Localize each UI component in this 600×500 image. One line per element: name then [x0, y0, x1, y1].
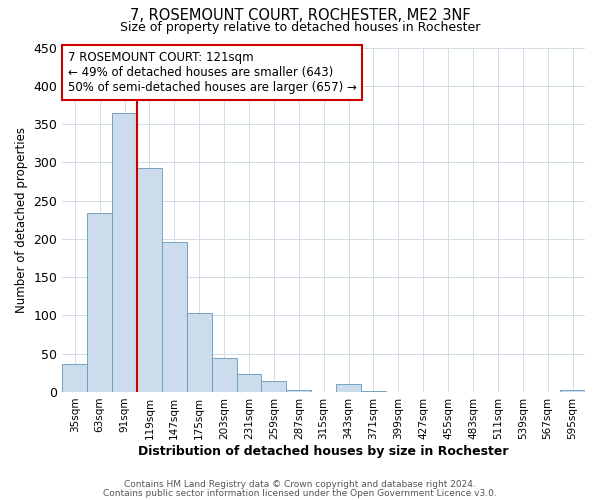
Bar — [187, 313, 212, 392]
Bar — [212, 358, 236, 392]
Bar — [137, 168, 162, 392]
Bar — [560, 390, 585, 392]
Bar — [62, 364, 87, 392]
X-axis label: Distribution of detached houses by size in Rochester: Distribution of detached houses by size … — [139, 444, 509, 458]
Text: Size of property relative to detached houses in Rochester: Size of property relative to detached ho… — [120, 21, 480, 34]
Bar — [286, 390, 311, 392]
Text: 7, ROSEMOUNT COURT, ROCHESTER, ME2 3NF: 7, ROSEMOUNT COURT, ROCHESTER, ME2 3NF — [130, 8, 470, 22]
Bar — [87, 213, 112, 392]
Bar — [262, 381, 286, 392]
Bar — [236, 374, 262, 392]
Bar — [112, 114, 137, 392]
Bar — [162, 242, 187, 392]
Bar — [361, 391, 386, 392]
Text: Contains HM Land Registry data © Crown copyright and database right 2024.: Contains HM Land Registry data © Crown c… — [124, 480, 476, 489]
Bar — [336, 384, 361, 392]
Text: 7 ROSEMOUNT COURT: 121sqm
← 49% of detached houses are smaller (643)
50% of semi: 7 ROSEMOUNT COURT: 121sqm ← 49% of detac… — [68, 51, 356, 94]
Y-axis label: Number of detached properties: Number of detached properties — [15, 126, 28, 312]
Text: Contains public sector information licensed under the Open Government Licence v3: Contains public sector information licen… — [103, 488, 497, 498]
